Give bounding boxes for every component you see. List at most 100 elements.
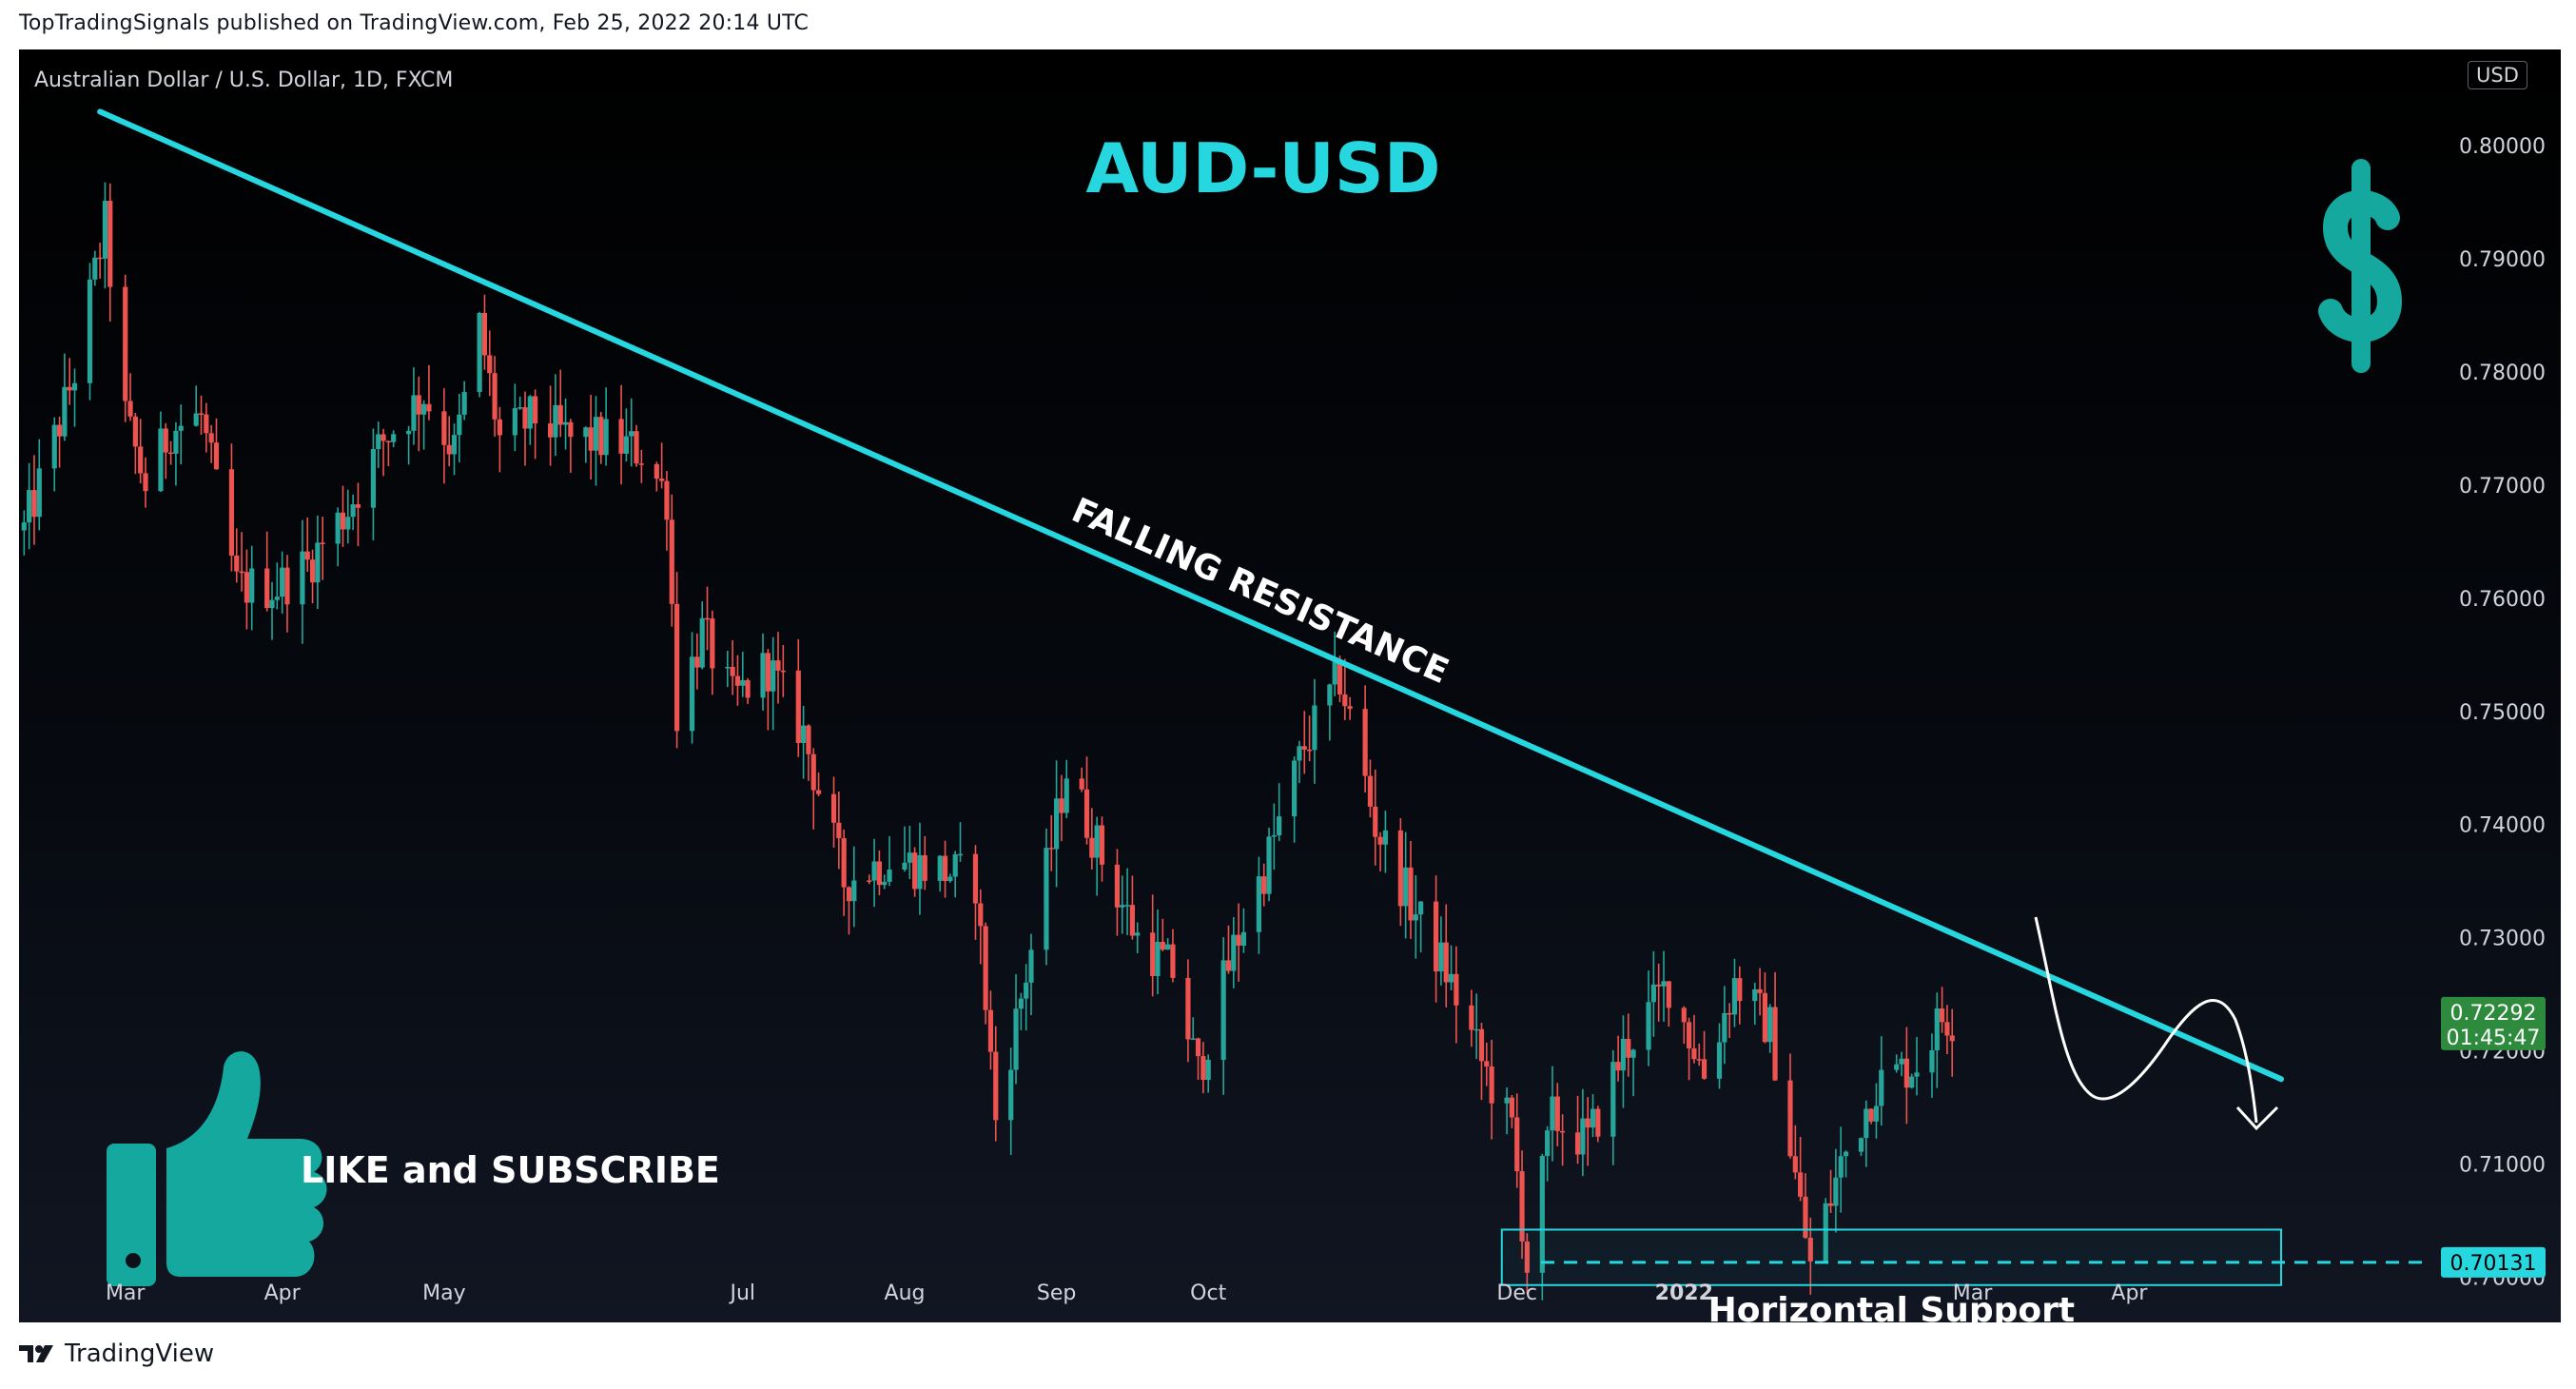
candle-body <box>320 542 325 544</box>
candle <box>1554 1083 1560 1147</box>
candle-body <box>1403 867 1409 907</box>
candle-body <box>1934 1008 1940 1050</box>
candle-body <box>710 618 715 669</box>
candle <box>603 387 609 466</box>
candle-body <box>725 667 731 669</box>
candle-body <box>876 861 882 886</box>
candle-body <box>461 392 467 415</box>
candle <box>1752 982 1758 1026</box>
candle <box>370 428 376 541</box>
candle-body <box>1367 775 1374 807</box>
candle <box>416 376 421 452</box>
candle-body <box>477 312 482 393</box>
candle <box>1271 803 1277 871</box>
candle-body <box>836 822 842 839</box>
thumbs-up-icon[interactable] <box>107 1051 327 1286</box>
candle <box>1048 814 1054 871</box>
candle-body <box>815 790 822 794</box>
tradingview-logo-icon <box>19 1345 53 1362</box>
chart-plot[interactable]: FALLING RESISTANCE Horizontal Support AUD-… <box>19 49 2561 1322</box>
candle <box>198 395 205 435</box>
candle-body <box>512 408 517 436</box>
dollar-sign-icon <box>2318 159 2403 373</box>
candle-body <box>1342 694 1348 707</box>
candle <box>173 421 179 486</box>
candle-body <box>1940 1008 1945 1023</box>
footer-brand[interactable]: TradingView <box>19 1340 214 1368</box>
symbol-label[interactable]: Australian Dollar / U.S. Dollar, 1D, FXC… <box>34 68 454 92</box>
currency-badge[interactable]: USD <box>2468 61 2527 89</box>
candle <box>664 471 670 551</box>
candle-body <box>740 679 746 686</box>
horizontal-support-zone[interactable] <box>1500 1228 2283 1286</box>
candle <box>1301 711 1307 774</box>
candle-body <box>1150 932 1156 976</box>
candle-body <box>51 424 57 469</box>
candle-body <box>659 479 665 481</box>
candle <box>239 532 244 592</box>
candle <box>62 353 68 441</box>
candle-body <box>1823 1203 1828 1262</box>
candle-body <box>21 522 27 531</box>
candle <box>593 396 599 486</box>
candle-body <box>481 312 488 356</box>
candle-body <box>1337 661 1343 694</box>
candle <box>795 638 801 757</box>
candle-body <box>168 452 174 455</box>
candle <box>1545 1125 1551 1182</box>
candle-body <box>1160 941 1165 950</box>
candle <box>1656 963 1662 1022</box>
candle-body <box>1256 876 1261 932</box>
candle <box>97 243 103 279</box>
candle <box>1903 1027 1909 1125</box>
candle <box>1610 1049 1616 1165</box>
candle-body <box>1413 914 1418 921</box>
axes-layer: 0.810000.800000.790000.780000.770000.760… <box>106 135 2546 1305</box>
candle <box>1160 918 1165 951</box>
candle <box>1934 992 1940 1088</box>
chart-area[interactable]: FALLING RESISTANCE Horizontal Support AUD-… <box>19 49 2561 1322</box>
candle <box>765 649 771 731</box>
candle <box>244 549 249 630</box>
footer-brand-label: TradingView <box>65 1340 215 1368</box>
support-price-label: 0.70131 <box>2450 1252 2537 1276</box>
candle <box>1879 1036 1884 1126</box>
candle-body <box>1767 1007 1773 1043</box>
candle <box>654 461 659 492</box>
candle-body <box>1307 749 1313 752</box>
candle <box>208 424 214 463</box>
candle-body <box>1903 1058 1909 1088</box>
candle-body <box>689 656 695 732</box>
candle <box>1059 774 1064 842</box>
candle-body <box>1514 1117 1520 1172</box>
candle <box>1185 959 1191 1063</box>
candle-body <box>775 660 781 671</box>
candle <box>1089 808 1095 870</box>
y-tick-label: 0.71000 <box>2459 1153 2546 1177</box>
candle-body <box>654 463 659 479</box>
candle <box>1099 816 1105 882</box>
candle <box>51 417 57 492</box>
candle-body <box>1519 1171 1525 1242</box>
candle-body <box>381 434 386 441</box>
candle-body <box>1297 746 1302 761</box>
support-price-tag[interactable] <box>2441 1246 2546 1278</box>
candle-body <box>31 490 37 518</box>
last-price-tag[interactable] <box>2441 996 2546 1050</box>
candle-body <box>1681 1008 1687 1023</box>
candle-body <box>1727 1012 1732 1015</box>
candle-body <box>957 853 964 856</box>
candle-body <box>385 440 391 442</box>
candle-body <box>1347 706 1353 710</box>
x-tick-label: Mar <box>106 1281 146 1305</box>
candle <box>1823 1198 1828 1263</box>
candle <box>67 358 72 405</box>
falling-resistance-trendline[interactable] <box>97 108 2285 1083</box>
candle-body <box>355 504 361 508</box>
candle <box>568 419 574 474</box>
candle-body <box>987 1009 994 1052</box>
candle-body <box>517 407 523 409</box>
candle <box>1514 1093 1520 1188</box>
candle <box>1590 1094 1596 1138</box>
candle-body <box>1094 825 1100 858</box>
